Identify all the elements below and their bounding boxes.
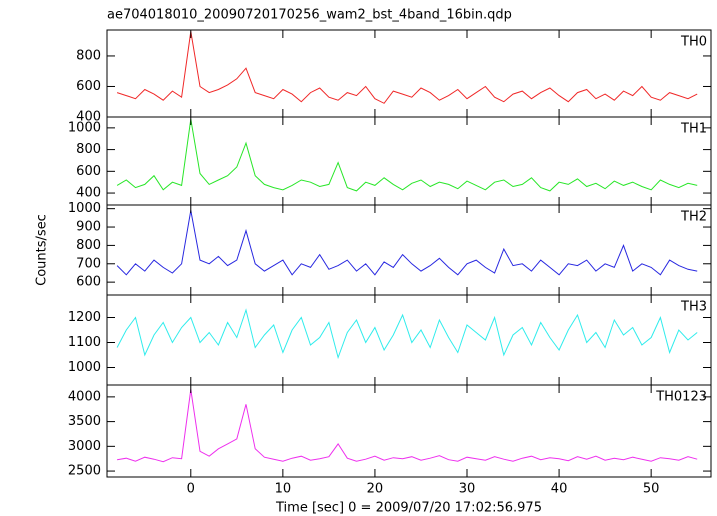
x-tick-label: 20 xyxy=(367,482,384,497)
x-tick-label: 50 xyxy=(643,482,660,497)
x-tick-label: 0 xyxy=(187,482,195,497)
panel-frame xyxy=(106,294,712,386)
light-curve xyxy=(116,119,698,192)
light-curve xyxy=(116,308,698,360)
panel-label: TH1 xyxy=(680,122,707,137)
light-curve xyxy=(116,31,698,104)
y-tick-label: 800 xyxy=(76,142,101,157)
panel-label: TH2 xyxy=(680,210,707,225)
x-axis-label: Time [sec] 0 = 2009/07/20 17:02:56.975 xyxy=(275,501,542,516)
y-tick-label: 800 xyxy=(76,48,101,63)
y-tick-label: 600 xyxy=(76,275,101,290)
y-tick-label: 400 xyxy=(76,186,101,201)
x-tick-label: 40 xyxy=(551,482,568,497)
y-tick-label: 1000 xyxy=(68,201,101,216)
y-tick-label: 1000 xyxy=(68,120,101,135)
y-tick-label: 800 xyxy=(76,238,101,253)
panel-frame xyxy=(106,204,712,296)
y-tick-label: 400 xyxy=(76,110,101,125)
y-tick-label: 4000 xyxy=(68,389,101,404)
y-tick-label: 2500 xyxy=(68,464,101,479)
y-tick-label: 600 xyxy=(76,79,101,94)
x-tick-label: 10 xyxy=(275,482,292,497)
y-axis-label: Counts/sec xyxy=(35,214,50,286)
y-tick-label: 3500 xyxy=(68,414,101,429)
y-tick-label: 600 xyxy=(76,164,101,179)
panel-frame xyxy=(106,384,712,478)
y-tick-label: 700 xyxy=(76,256,101,271)
y-tick-label: 3000 xyxy=(68,439,101,454)
y-tick-label: 1000 xyxy=(68,360,101,375)
chart-title: ae704018010_20090720170256_wam2_bst_4ban… xyxy=(107,8,512,23)
y-tick-label: 1100 xyxy=(68,335,101,350)
y-tick-label: 1200 xyxy=(68,310,101,325)
panel-label: TH0 xyxy=(680,35,707,50)
y-tick-label: 900 xyxy=(76,220,101,235)
light-curve xyxy=(117,389,698,463)
panel-label: TH0123 xyxy=(655,390,707,405)
panel-label: TH3 xyxy=(680,300,707,315)
light-curve xyxy=(116,210,698,276)
x-tick-label: 30 xyxy=(459,482,476,497)
